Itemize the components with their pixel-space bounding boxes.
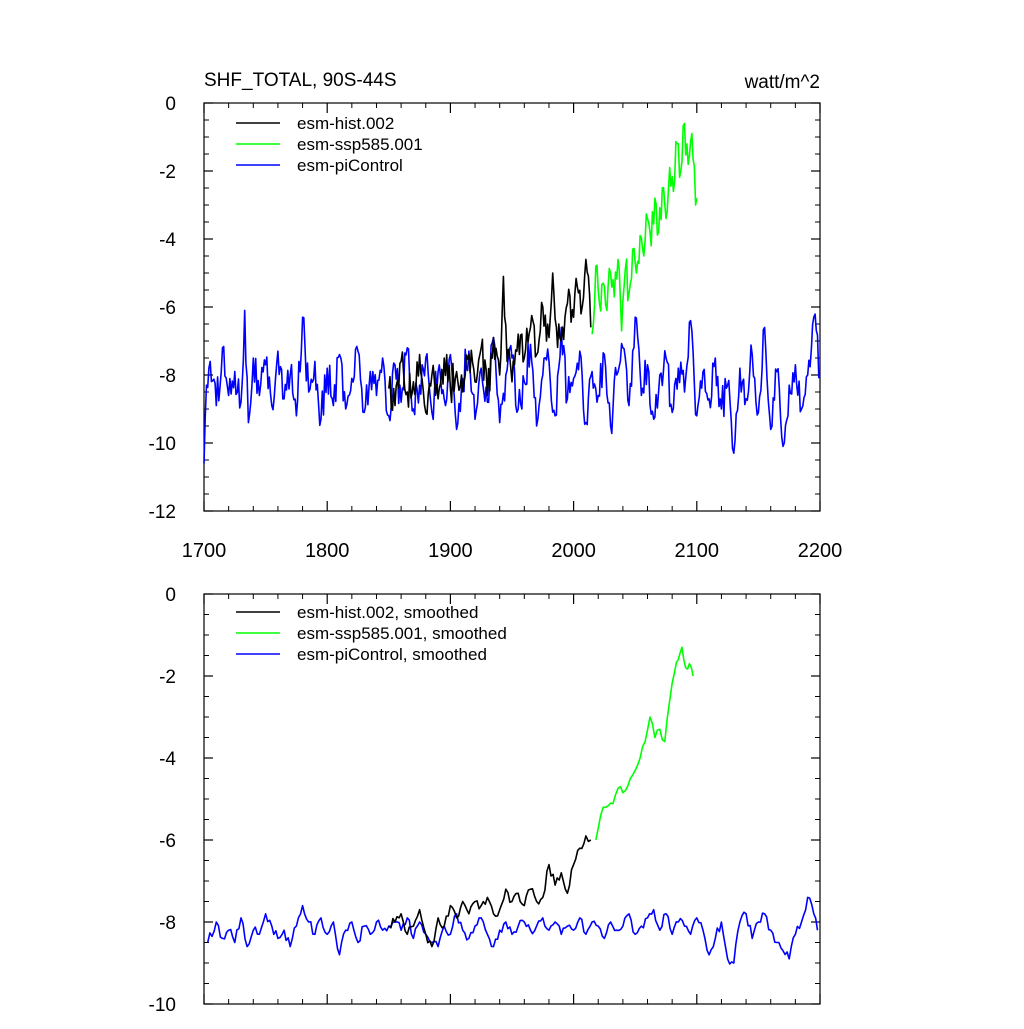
- legend-label: esm-piControl, smoothed: [297, 645, 487, 664]
- x-tick-label: 2200: [798, 540, 843, 562]
- y-tick-label: -4: [159, 749, 176, 770]
- legend-label: esm-hist.002: [297, 114, 394, 133]
- y-tick-label: -10: [149, 434, 176, 455]
- x-tick-label: 1700: [182, 540, 227, 562]
- series-line-esm-hist-002: [388, 258, 592, 416]
- series-line-esm-picontrol: [203, 309, 821, 464]
- y-tick-label: -8: [159, 913, 176, 934]
- y-tick-label: 0: [165, 585, 176, 606]
- bottom-axis-ticks: -10 -8 -6 -4 -2 0: [149, 585, 821, 1016]
- bottom-series-group: [206, 646, 819, 965]
- y-tick-label: 0: [165, 94, 176, 115]
- y-tick-label: -4: [159, 230, 176, 251]
- legend-label: esm-hist.002, smoothed: [297, 603, 478, 622]
- y-tick-label: -2: [159, 162, 176, 183]
- top-axis-ticks: -12 -10 -8 -6 -4 -2 0 1700 1800 1900 2000 2100 2200: [149, 94, 843, 562]
- series-line-esm-ssp585-001-smoothed: [595, 646, 694, 841]
- y-tick-label: -10: [149, 995, 176, 1016]
- x-tick-label: 1900: [428, 540, 473, 562]
- series-line-esm-picontrol-smoothed: [206, 896, 819, 965]
- x-tick-label: 2000: [551, 540, 596, 562]
- legend-label: esm-piControl: [297, 156, 403, 175]
- top-series-group: [203, 122, 821, 464]
- y-tick-label: -12: [149, 502, 176, 523]
- y-tick-label: -6: [159, 298, 176, 319]
- x-tick-label: 2100: [675, 540, 720, 562]
- x-tick-label: 1800: [305, 540, 350, 562]
- legend-label: esm-ssp585.001: [297, 135, 423, 154]
- units-label: watt/m^2: [744, 72, 820, 93]
- y-tick-label: -6: [159, 831, 176, 852]
- legend-label: esm-ssp585.001, smoothed: [297, 624, 507, 643]
- top-legend: esm-hist.002 esm-ssp585.001 esm-piControl: [236, 114, 423, 175]
- series-line-esm-ssp585-001: [591, 122, 698, 335]
- bottom-panel: -10 -8 -6 -4 -2 0 esm-hist.002, smoothed esm-s…: [149, 585, 821, 1016]
- y-tick-label: -8: [159, 366, 176, 387]
- bottom-legend: esm-hist.002, smoothed esm-ssp585.001, sm…: [236, 603, 507, 664]
- chart-title: SHF_TOTAL, 90S-44S: [204, 70, 397, 91]
- series-line-esm-hist-002-smoothed: [388, 835, 592, 948]
- y-tick-label: -2: [159, 667, 176, 688]
